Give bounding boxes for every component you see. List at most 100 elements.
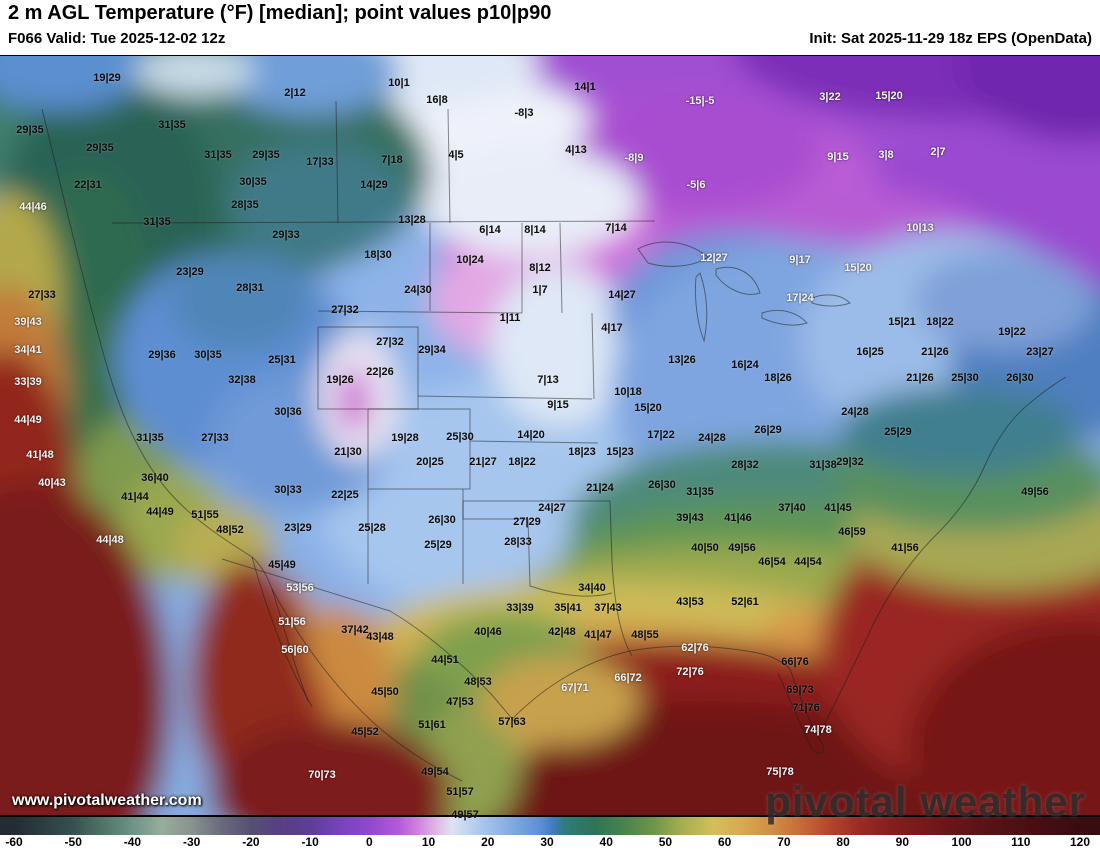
point-value: 44|49 (14, 414, 42, 426)
point-value: 41|46 (724, 512, 752, 524)
colorbar-tick: 50 (658, 835, 673, 849)
point-value: 34|40 (578, 582, 606, 594)
point-value: 33|39 (506, 602, 534, 614)
colorbar-tick: 80 (836, 835, 850, 849)
colorbar-ticks: -60 -50 -40 -30 -20 -10 0 10 20 30 40 50 60 70 80 90 100… (0, 835, 1100, 850)
point-value: 41|44 (121, 491, 149, 503)
header: 2 m AGL Temperature (°F) [median]; point… (0, 0, 1100, 55)
point-value: -15|-5 (685, 95, 715, 107)
point-value: 72|76 (676, 666, 704, 678)
point-value: 16|8 (426, 94, 448, 106)
point-value: 31|35 (136, 432, 164, 444)
point-value: 18|30 (364, 249, 392, 261)
point-value: 25|31 (268, 354, 296, 366)
colorbar-tick: -20 (242, 835, 260, 849)
point-value: 27|32 (331, 304, 359, 316)
point-value: 24|30 (404, 284, 432, 296)
point-value: 40|43 (38, 477, 66, 489)
colorbar-tick: 40 (599, 835, 613, 849)
point-value: 9|15 (547, 399, 569, 411)
point-value: 27|33 (28, 289, 56, 301)
point-value: 21|24 (586, 482, 614, 494)
colorbar-tick: 20 (481, 835, 495, 849)
point-value: 43|48 (366, 631, 394, 643)
point-value: 4|13 (565, 144, 587, 156)
point-value: 10|13 (906, 222, 934, 234)
point-value: 40|46 (474, 626, 502, 638)
point-value: 17|24 (786, 292, 814, 304)
point-value: 70|73 (308, 769, 336, 781)
point-value: 7|13 (537, 374, 559, 386)
point-value: 67|71 (561, 682, 589, 694)
point-value: 30|36 (274, 406, 302, 418)
point-value: 25|28 (358, 522, 386, 534)
point-value: 29|35 (86, 142, 114, 154)
point-value: 52|61 (731, 596, 759, 608)
point-value: 22|31 (74, 179, 102, 191)
point-value: 32|38 (228, 374, 256, 386)
point-value: 25|29 (424, 539, 452, 551)
point-value: 3|8 (878, 149, 894, 161)
point-value: 74|78 (804, 724, 832, 736)
point-value: 45|52 (351, 726, 379, 738)
point-value: 15|23 (606, 446, 634, 458)
point-value: 28|32 (731, 459, 759, 471)
point-value: 49|57 (451, 809, 479, 821)
point-value: 3|22 (819, 91, 841, 103)
point-value: 49|56 (1021, 486, 1049, 498)
point-value: 14|29 (360, 179, 388, 191)
colorbar-tick: 90 (895, 835, 910, 849)
point-value: 14|1 (574, 81, 596, 93)
point-value: 22|25 (331, 489, 359, 501)
point-value: 1|7 (532, 284, 548, 296)
point-value: 31|35 (686, 486, 714, 498)
point-value: 2|7 (930, 146, 946, 158)
point-value: 45|50 (371, 686, 399, 698)
colorbar-tick: 60 (717, 835, 732, 849)
point-value: 16|25 (856, 346, 884, 358)
point-value: 23|27 (1026, 346, 1054, 358)
point-value: 8|12 (529, 262, 551, 274)
point-value: 44|51 (431, 654, 459, 666)
point-value: 51|61 (418, 719, 446, 731)
point-value: 33|39 (14, 376, 42, 388)
point-value: 2|12 (284, 87, 306, 99)
point-value: 23|29 (176, 266, 204, 278)
point-value: 42|48 (548, 626, 576, 638)
point-value: 45|49 (268, 559, 296, 571)
point-value: 13|28 (398, 214, 426, 226)
point-value: 26|30 (1006, 372, 1034, 384)
point-value: 21|26 (921, 346, 949, 358)
point-value: 26|29 (754, 424, 782, 436)
point-value: 49|54 (421, 766, 449, 778)
point-value: 28|31 (236, 282, 264, 294)
point-value: 7|18 (381, 154, 403, 166)
point-value: 18|26 (764, 372, 792, 384)
point-value: 4|17 (601, 322, 623, 334)
point-value: 29|32 (836, 456, 864, 468)
point-value: 31|35 (143, 216, 171, 228)
point-value: 16|24 (731, 359, 759, 371)
point-value: 12|27 (700, 252, 728, 264)
point-value: 10|1 (388, 77, 410, 89)
init-time: Init: Sat 2025-11-29 18z EPS (OpenData) (809, 30, 1092, 47)
map-title: 2 m AGL Temperature (°F) [median]; point… (8, 2, 552, 24)
point-value: 19|29 (93, 72, 121, 84)
point-value: 28|33 (504, 536, 532, 548)
point-value: 51|57 (446, 786, 474, 798)
colorbar-tick: 70 (777, 835, 791, 849)
point-value: -8|3 (514, 107, 534, 119)
point-value: 15|20 (844, 262, 872, 274)
colorbar-tick: -10 (301, 835, 319, 849)
point-value: 37|40 (778, 502, 806, 514)
point-value: 57|63 (498, 716, 526, 728)
point-value: 27|32 (376, 336, 404, 348)
point-value: 19|26 (326, 374, 354, 386)
point-value: 6|14 (479, 224, 501, 236)
point-value: 34|41 (14, 344, 42, 356)
point-value: 25|29 (884, 426, 912, 438)
point-value: 66|76 (781, 656, 809, 668)
point-value: 10|18 (614, 386, 642, 398)
point-value: 17|22 (647, 429, 675, 441)
